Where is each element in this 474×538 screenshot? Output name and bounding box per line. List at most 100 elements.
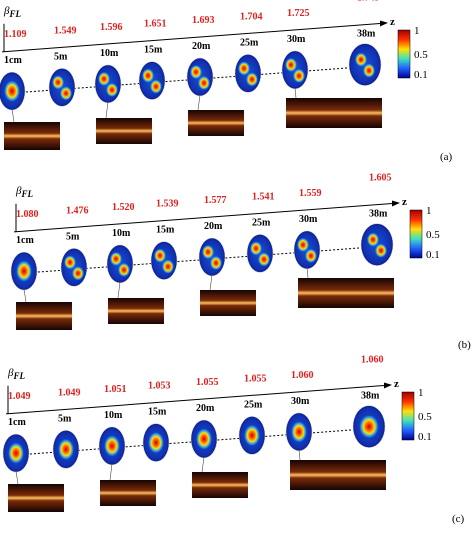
- beam-lobe: [238, 61, 250, 76]
- inset-image: [192, 472, 248, 498]
- colorbar-tick: 0.1: [414, 69, 428, 81]
- inset-image: [286, 98, 382, 128]
- axis-z: z: [390, 16, 395, 28]
- beam-spot: [196, 428, 212, 450]
- colorbar: [409, 209, 423, 259]
- beam-spot: [8, 442, 24, 464]
- inset-connector: [306, 267, 309, 279]
- panel: βFL z 1.080 1cm 1.476 5m 1.520 10m 1.539 15m 1.577…: [10, 173, 471, 351]
- distance-label: 15m: [148, 407, 167, 418]
- colorbar-tick: 0.1: [418, 431, 432, 443]
- beam-lobe: [198, 76, 210, 90]
- colorbar-tick: 1: [414, 25, 420, 37]
- colorbar-tick: 1: [426, 205, 432, 217]
- beta-value: 1.743: [357, 0, 380, 4]
- beam-lobe: [150, 79, 162, 94]
- beta-value: 1.541: [252, 191, 275, 202]
- beam-lobe: [72, 266, 84, 281]
- beta-value: 1.577: [204, 195, 227, 206]
- distance-label: 38m: [357, 29, 376, 40]
- colorbar: [401, 391, 415, 441]
- axis-subscript: FL: [8, 9, 21, 19]
- axis-subscript: FL: [12, 371, 25, 381]
- distance-label: 30m: [287, 34, 306, 45]
- beta-value: 1.060: [361, 355, 384, 366]
- beam-lobe: [118, 262, 130, 277]
- colorbar: [397, 29, 411, 79]
- top-axis-line: [1, 23, 381, 53]
- beam-lobe: [162, 259, 174, 274]
- axis-arrow: [392, 200, 400, 207]
- beam-lobe: [110, 251, 122, 266]
- beam-lobe: [375, 243, 387, 258]
- beam-lobe: [293, 68, 305, 83]
- colorbar-tick: 0.5: [414, 49, 428, 61]
- beam-spot: [4, 80, 20, 102]
- distance-label: 10m: [100, 48, 119, 59]
- beam-lobe: [52, 75, 64, 90]
- beta-value: 1.051: [104, 384, 127, 395]
- inset-image: [188, 110, 244, 136]
- beam-spot: [359, 415, 379, 439]
- inset-image: [16, 302, 72, 330]
- inset-connector: [294, 87, 297, 99]
- distance-label: 38m: [361, 391, 380, 402]
- beam-lobe: [142, 68, 154, 83]
- beta-value: 1.596: [100, 22, 123, 33]
- axis-z: z: [402, 196, 407, 208]
- inset-connector: [109, 463, 113, 481]
- distance-label: 15m: [156, 225, 175, 236]
- distance-label: 5m: [66, 231, 80, 242]
- distance-label: 20m: [196, 403, 215, 414]
- beam-lobe: [367, 232, 379, 247]
- beam-lobe: [258, 252, 270, 267]
- beta-value: 1.055: [244, 373, 267, 384]
- inset-image: [4, 122, 60, 150]
- beta-value: 1.049: [58, 387, 81, 398]
- beam-lobe: [98, 71, 110, 86]
- inset-connector: [197, 94, 201, 111]
- axis-subscript: FL: [20, 189, 33, 199]
- beam-lobe: [363, 63, 375, 78]
- top-axis-line: [13, 203, 393, 233]
- axis-z: z: [394, 378, 399, 390]
- inset-image: [8, 484, 64, 512]
- distance-label: 38m: [369, 209, 388, 220]
- colorbar-tick: 1: [418, 387, 424, 399]
- beam-lobe: [154, 248, 166, 263]
- beta-value: 1.476: [66, 205, 89, 216]
- beta-value: 1.651: [144, 19, 167, 30]
- inset-image: [96, 118, 152, 144]
- panel-label: (c): [452, 513, 465, 525]
- panel: βFL z 1.049 1cm 1.049 5m 1.051 10m 1.053 15m 1.055…: [2, 355, 465, 525]
- beam-lobe: [190, 65, 202, 79]
- top-axis-line: [5, 385, 385, 415]
- beam-lobe: [250, 241, 262, 256]
- beam-spot: [291, 421, 307, 443]
- beta-value: 1.520: [112, 202, 135, 213]
- beam-spot: [58, 438, 74, 460]
- beta-value: 1.704: [240, 11, 263, 22]
- axis-symbol: β: [3, 5, 10, 17]
- axis-symbol: β: [15, 185, 22, 197]
- beam-lobe: [355, 52, 367, 67]
- panel-label: (b): [458, 339, 471, 351]
- beta-value: 1.539: [156, 199, 179, 210]
- axis-label: βFL: [7, 367, 25, 381]
- inset-connector: [298, 449, 301, 461]
- beta-value: 1.725: [287, 8, 310, 19]
- beam-lobe: [106, 82, 118, 97]
- inset-image: [298, 278, 394, 308]
- inset-image: [290, 460, 386, 490]
- beam-spot: [244, 424, 260, 446]
- inset-connector: [105, 101, 109, 119]
- beta-value: 1.049: [8, 391, 31, 402]
- inset-image: [100, 480, 156, 506]
- distance-label: 15m: [144, 45, 163, 56]
- inset-connector: [117, 281, 121, 299]
- beta-value: 1.055: [196, 377, 219, 388]
- inset-connector: [209, 274, 213, 291]
- panel-label: (a): [440, 151, 453, 163]
- beta-value: 1.053: [148, 381, 171, 392]
